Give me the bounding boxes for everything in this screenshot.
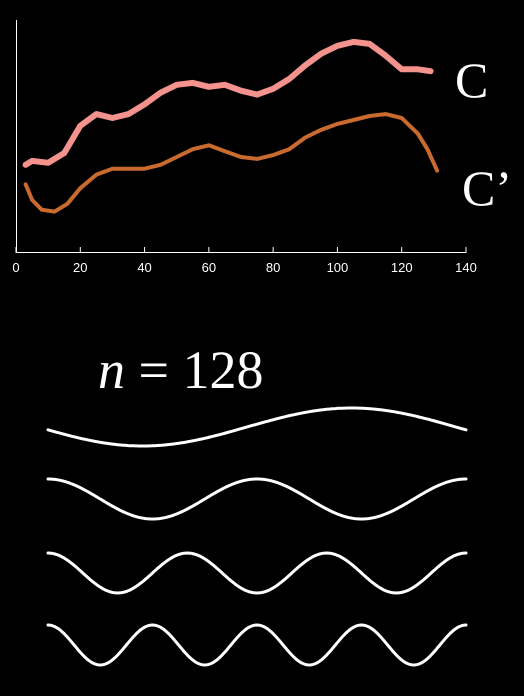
series-line-c-prime	[23, 112, 440, 214]
x-tick-label: 20	[73, 260, 87, 275]
x-tick-label: 100	[327, 260, 349, 275]
series-line-c	[22, 38, 434, 168]
caption-value: = 128	[125, 340, 263, 400]
sinusoid-basis-waves	[46, 406, 468, 667]
x-axis-ticks: 0 20 40 60 80 100 120 140	[12, 247, 477, 275]
sinusoid-wave-4	[46, 623, 468, 667]
x-tick-label: 120	[391, 260, 413, 275]
sample-count-caption: n = 128	[98, 340, 263, 400]
series-label-c: C	[455, 52, 488, 108]
x-tick-label: 80	[266, 260, 280, 275]
x-tick-label: 60	[202, 260, 216, 275]
sinusoid-wave-2	[46, 477, 468, 521]
caption-variable: n	[98, 340, 125, 400]
x-tick-label: 140	[455, 260, 477, 275]
line-chart: 0 20 40 60 80 100 120 140 C C’	[12, 20, 512, 275]
x-tick-label: 40	[137, 260, 151, 275]
series-label-c-prime: C’	[462, 160, 512, 216]
x-tick-label: 0	[12, 260, 19, 275]
series-lines	[22, 38, 440, 214]
sinusoid-wave-3	[46, 551, 468, 595]
sinusoid-wave-1	[46, 406, 468, 448]
